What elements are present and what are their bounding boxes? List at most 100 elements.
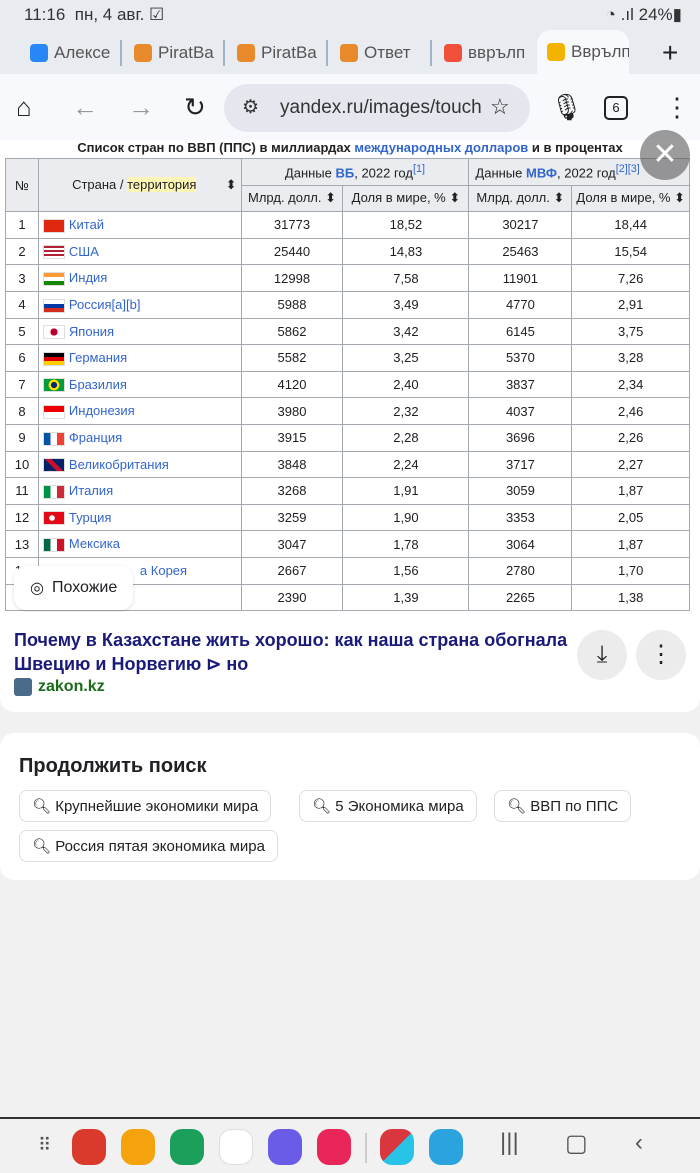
notes-app-icon[interactable]: [72, 1129, 106, 1165]
country-cell[interactable]: Индия: [37, 264, 242, 292]
country-cell[interactable]: Турция: [37, 503, 242, 532]
browser-tab[interactable]: Алексе: [30, 38, 114, 68]
home-button[interactable]: ▢: [565, 1130, 588, 1157]
new-tab-button[interactable]: +: [662, 38, 679, 68]
country-name: Италия: [68, 483, 114, 499]
rank: 6: [5, 344, 39, 372]
search-suggestion-chip[interactable]: 🔍︎ ВВП по ППС: [494, 790, 632, 822]
messages-app-icon[interactable]: [219, 1129, 253, 1165]
site-settings-icon[interactable]: ⚙: [242, 97, 260, 118]
wb-share: 1,91: [342, 477, 470, 505]
imf-share: 1,87: [571, 477, 690, 505]
battery-icon: ▮: [672, 5, 682, 24]
imf-value: 4037: [468, 397, 573, 425]
more-options-button[interactable]: ⋮: [636, 630, 686, 680]
country-cell[interactable]: Бразилия: [37, 370, 242, 399]
country-name: Китай: [68, 217, 105, 233]
header-wb: Данные ВБ, 2022 год[1]: [240, 158, 470, 186]
country-cell[interactable]: США: [37, 237, 242, 266]
country-cell[interactable]: Индонезия: [37, 397, 242, 425]
header-wb-share: Доля в мире, % ⬍: [342, 184, 470, 213]
browser-tab[interactable]: Вврълп✕: [537, 30, 629, 74]
country-cell[interactable]: Германия: [37, 344, 242, 372]
image-preview[interactable]: Список стран по ВВП (ППС) в миллиардах м…: [0, 140, 700, 612]
bookmark-star-icon[interactable]: ☆: [490, 94, 510, 119]
imf-value: 3353: [468, 503, 573, 532]
table-row: 5 Япония 5862 3,42 6145 3,75: [5, 317, 690, 346]
wb-value: 25440: [240, 237, 344, 266]
continue-search: Продолжить поиск 🔍︎ Крупнейшие экономики…: [0, 733, 700, 880]
flag-icon: [42, 431, 65, 446]
imf-share: 2,34: [571, 370, 690, 399]
back-icon[interactable]: ←: [72, 92, 98, 122]
rank: 5: [5, 317, 39, 346]
imf-share: 7,26: [571, 264, 690, 292]
browser-tab[interactable]: PiratBa: [134, 38, 222, 68]
country-name: Россия[a][b]: [68, 296, 141, 312]
tab-title: Ответ: [364, 43, 411, 62]
telegram-app-icon[interactable]: [429, 1129, 463, 1165]
browser-toolbar: ⌂ ← → ↻ ⚙ yandex.ru/images/touch ☆ 🎙 6 ⋮: [0, 74, 700, 140]
country-name: США: [68, 243, 99, 259]
search-suggestion-chip[interactable]: 🔍︎ 5 Экономика мира: [299, 790, 477, 822]
flag-icon: [42, 325, 65, 340]
imf-share: 2,91: [571, 290, 690, 319]
files-app-icon[interactable]: [121, 1129, 155, 1165]
download-button[interactable]: ⤓: [577, 630, 627, 680]
imf-value: 11901: [468, 264, 573, 292]
imf-share: 15,54: [571, 237, 690, 266]
menu-icon[interactable]: ⋮: [664, 92, 690, 122]
source-text: zakon.kz: [38, 678, 105, 695]
address-bar[interactable]: ⚙ yandex.ru/images/touch: [224, 84, 530, 132]
table-row: 2 США 25440 14,83 25463 15,54: [5, 237, 690, 266]
country-name: Япония: [68, 323, 115, 339]
country-name: Бразилия: [68, 376, 127, 392]
country-cell[interactable]: Япония: [37, 317, 242, 346]
reload-icon[interactable]: ↻: [184, 92, 206, 122]
search-suggestion-chip[interactable]: 🔍︎ Крупнейшие экономики мира: [19, 790, 272, 822]
result-source[interactable]: zakon.kz: [14, 678, 105, 696]
country-cell[interactable]: Китай: [37, 211, 242, 239]
flag-icon: [42, 511, 65, 526]
imf-share: 3,75: [571, 317, 690, 346]
adblock-app-icon[interactable]: [380, 1129, 414, 1165]
tab-title: вврълп: [468, 43, 526, 62]
country-cell[interactable]: Великобритания: [37, 450, 242, 479]
wb-share: 1,78: [342, 530, 470, 558]
result-title[interactable]: Почему в Казахстане жить хорошо: как наш…: [14, 630, 568, 674]
wb-share: 3,49: [342, 290, 470, 319]
browser-tab[interactable]: вврълп: [444, 38, 528, 68]
imf-share: 3,28: [571, 344, 690, 372]
country-cell[interactable]: Италия: [37, 477, 242, 505]
chip-label: Россия пятая экономика мира: [55, 838, 265, 855]
browser-tab[interactable]: Ответ: [340, 38, 424, 68]
recents-button[interactable]: |||: [500, 1129, 519, 1156]
imf-value: 3059: [468, 477, 573, 505]
tab-count-button[interactable]: 6: [604, 96, 628, 120]
search-suggestion-chip[interactable]: 🔍︎ Россия пятая экономика мира: [19, 830, 278, 862]
camera-app-icon[interactable]: [317, 1129, 351, 1165]
similar-button[interactable]: ◎ Похожие: [14, 566, 134, 610]
internet-app-icon[interactable]: [268, 1129, 302, 1165]
wb-share: 2,28: [342, 423, 470, 452]
browser-tab[interactable]: PiratBa: [237, 38, 325, 68]
wb-share: 3,25: [342, 344, 470, 372]
back-button[interactable]: ‹: [635, 1129, 643, 1156]
close-preview-button[interactable]: ✕: [640, 130, 690, 180]
header-imf-bn: Млрд. долл. ⬍: [468, 184, 573, 213]
flag-icon: [42, 404, 65, 419]
microphone-icon[interactable]: 🎙: [550, 92, 584, 122]
home-icon[interactable]: ⌂: [16, 92, 32, 122]
country-cell[interactable]: Франция: [37, 423, 242, 452]
wb-value: 3980: [240, 397, 344, 425]
flag-icon: [42, 378, 65, 393]
wb-value: 2667: [240, 556, 344, 585]
country-cell[interactable]: Мексика: [37, 530, 242, 558]
wb-share: 1,90: [342, 503, 470, 532]
country-cell[interactable]: Россия[a][b]: [37, 290, 242, 319]
phone-app-icon[interactable]: [170, 1129, 204, 1165]
imf-ref[interactable]: [2][3]: [615, 163, 640, 176]
forward-icon[interactable]: →: [128, 92, 154, 122]
app-drawer-icon[interactable]: ⠿: [38, 1135, 52, 1155]
tab-favicon: [134, 44, 152, 62]
